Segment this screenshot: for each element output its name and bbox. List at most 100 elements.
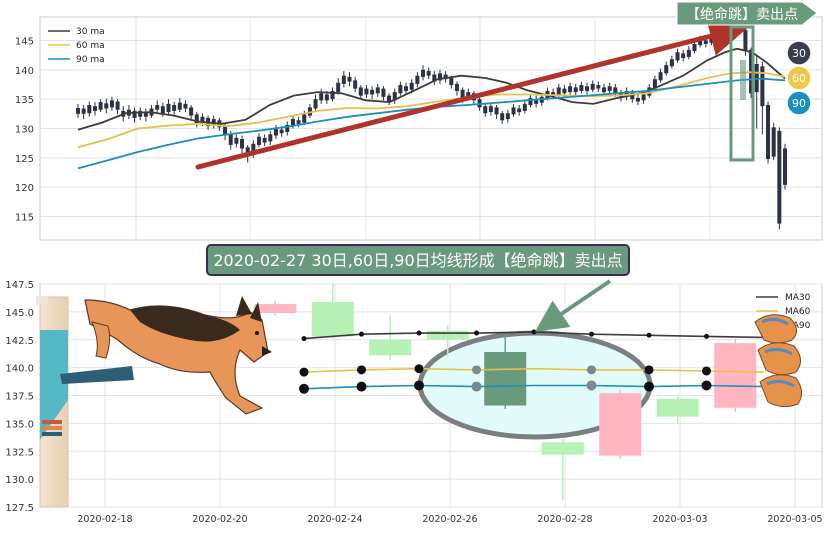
top-candle-body: [290, 119, 295, 127]
top-candle-body: [160, 106, 165, 114]
bottom-candle-body: [311, 301, 354, 337]
top-candle-body: [528, 97, 533, 106]
top-candle-body: [483, 106, 488, 114]
top-candle-body: [568, 86, 573, 93]
bottom-x-tick-label: 2020-02-20: [192, 514, 247, 525]
legend-60ma-label: 60 ma: [76, 41, 105, 51]
top-candle-body: [347, 76, 352, 82]
bottom-ma30-dot: [704, 333, 709, 339]
top-candle-body: [415, 75, 420, 84]
top-candle-body: [449, 78, 454, 86]
top-candle-body: [319, 93, 324, 101]
bottom-y-tick-label: 142.5: [5, 336, 34, 347]
top-candle-body: [590, 83, 595, 90]
ma-badges: 30 60 90: [786, 40, 812, 116]
top-candle-body: [143, 112, 148, 117]
bottom-ma90-marker: [471, 381, 482, 392]
top-candle-body: [421, 69, 426, 77]
bottom-ma30-dot: [646, 332, 652, 338]
top-y-axis: 115 120 125 130 135 140 145: [15, 36, 34, 223]
top-candle-body: [336, 82, 341, 93]
top-y-tick-label: 140: [15, 66, 34, 77]
bottom-ma60-marker: [357, 365, 366, 375]
top-candle-body: [330, 90, 335, 100]
top-candle-body: [104, 103, 109, 109]
bottom-x-tick-label: 2020-03-05: [767, 514, 822, 525]
top-candle-body: [494, 107, 499, 115]
bottom-candle-body: [541, 442, 584, 455]
top-y-tick-label: 135: [15, 95, 34, 106]
top-candle-body: [228, 134, 233, 145]
top-candle-body: [115, 101, 120, 110]
top-candle-body: [573, 87, 578, 93]
top-candle-body: [562, 88, 567, 94]
bottom-candle-body: [714, 343, 757, 408]
main-callout-box: [206, 244, 630, 276]
bottom-y-tick-label: 132.5: [5, 447, 34, 458]
top-callout-text: 【绝命跳】卖出点: [686, 6, 798, 23]
top-candle-body: [92, 106, 97, 111]
top-candle-body: [437, 73, 442, 81]
top-candle-body: [375, 87, 380, 94]
top-candles: [76, 22, 787, 230]
bottom-candle-body: [254, 304, 297, 313]
top-candle-body: [692, 43, 697, 52]
top-candle-body: [635, 97, 640, 102]
sell-zone-box: [729, 25, 755, 162]
top-candle-body: [256, 136, 261, 145]
bottom-ma60-marker: [299, 367, 309, 377]
bottom-candle-body: [656, 398, 699, 417]
top-candle-body: [664, 65, 669, 74]
pointer-arrow: [535, 279, 612, 332]
badge-30-label: 30: [792, 47, 806, 60]
top-candle-body: [681, 53, 686, 59]
bottom-y-tick-label: 145.0: [5, 308, 34, 319]
main-callout: 2020-02-27 30日,60日,90日均线形成【绝命跳】卖出点: [206, 244, 630, 276]
top-candle-body: [607, 86, 612, 91]
badge-60-label: 60: [792, 72, 806, 85]
top-candle-body: [245, 147, 250, 156]
top-candle-body: [658, 72, 663, 81]
bottom-candle-body: [369, 339, 412, 356]
top-line-ma30: [77, 47, 786, 131]
top-candle-body: [398, 85, 403, 94]
top-y-tick-label: 115: [15, 213, 34, 224]
top-candle-body: [268, 134, 273, 142]
top-candle-body: [602, 87, 607, 93]
top-y-tick-label: 145: [15, 36, 34, 47]
top-candle-body: [703, 40, 708, 44]
bottom-ma30-dot: [416, 330, 422, 336]
leaping-dog-icon: [84, 296, 272, 415]
top-y-tick-label: 125: [15, 154, 34, 165]
badge-90-label: 90: [792, 97, 806, 110]
top-candle-body: [392, 92, 397, 101]
top-candle-body: [760, 66, 765, 107]
top-candle-body: [109, 100, 114, 108]
top-candle-body: [98, 102, 103, 110]
top-candle-body: [381, 88, 386, 97]
top-candle-body: [324, 94, 329, 101]
top-candle-body: [200, 116, 205, 123]
bottom-chart-panel: 127.5 130.0 132.5 135.0 137.5 140.0 142.5 145.0…: [5, 279, 823, 525]
badge-60-icon: [786, 65, 812, 91]
top-callout: 【绝命跳】卖出点: [676, 1, 818, 26]
top-callout-box: [676, 1, 818, 26]
bottom-y-tick-label: 137.5: [5, 392, 34, 403]
top-candle-body: [76, 107, 80, 114]
top-candle-body: [155, 105, 160, 110]
top-candle-body: [409, 82, 414, 90]
top-candle-body: [534, 99, 539, 104]
bottom-ma30-dot: [474, 330, 479, 336]
badge-90-icon: [786, 90, 812, 116]
bottom-ma90-marker: [356, 381, 367, 392]
top-candle-body: [443, 74, 448, 80]
top-candle-body: [675, 52, 680, 61]
bottom-y-tick-label: 147.5: [5, 280, 34, 291]
top-y-tick-label: 120: [15, 183, 34, 194]
bottom-ma90-marker: [299, 383, 309, 394]
top-candle-body: [613, 87, 618, 94]
bottom-x-tick-label: 2020-03-03: [652, 514, 707, 525]
top-grid: [40, 17, 822, 240]
badge-30-icon: [786, 40, 812, 66]
uptrend-arrow: [195, 16, 750, 170]
